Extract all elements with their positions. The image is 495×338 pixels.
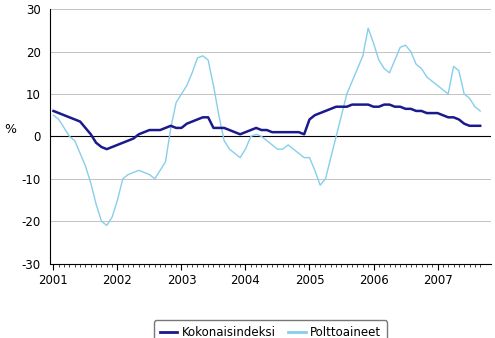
Y-axis label: %: % (4, 123, 16, 137)
Legend: Kokonaisindeksi, Polttoaineet: Kokonaisindeksi, Polttoaineet (154, 320, 388, 338)
